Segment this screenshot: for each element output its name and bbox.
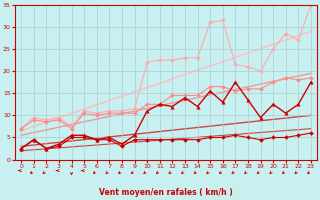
X-axis label: Vent moyen/en rafales ( km/h ): Vent moyen/en rafales ( km/h ) bbox=[99, 188, 233, 197]
